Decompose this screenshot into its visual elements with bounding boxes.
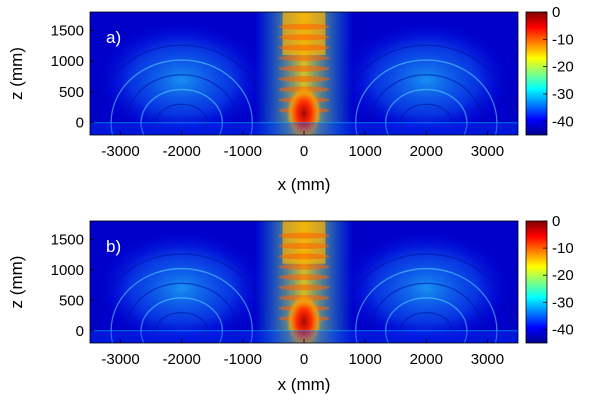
x-axis-label: x (mm) xyxy=(278,375,331,394)
colorbar: 0 -10 -20 -30 -40 xyxy=(525,213,574,344)
y-tick-label: 0 xyxy=(76,323,84,340)
colorbar-tick-label: -20 xyxy=(552,59,574,76)
x-axis-label: x (mm) xyxy=(278,175,331,194)
colorbar-tick-label: -10 xyxy=(552,240,574,257)
y-axis-label: z (mm) xyxy=(7,47,26,100)
panel-b: -3000 -2000 -1000 0 1000 2000 3000 0 500 1000 1500… xyxy=(7,213,574,394)
x-tick-label: 3000 xyxy=(471,351,504,368)
colorbar-tick-label: -20 xyxy=(552,267,574,284)
colorbar-tick-label: 0 xyxy=(552,213,560,230)
x-tick-label: 2000 xyxy=(410,351,443,368)
y-tick-label: 1000 xyxy=(51,53,84,70)
x-tick-label: 3000 xyxy=(471,143,504,160)
x-tick-label: -3000 xyxy=(101,143,139,160)
colorbar: 0 -10 -20 -30 -40 xyxy=(525,4,574,136)
x-tick-label: -1000 xyxy=(224,143,262,160)
x-tick-label: -2000 xyxy=(163,351,201,368)
heatmap-field xyxy=(90,12,518,135)
heatmap-field xyxy=(90,221,518,343)
x-tick-label: 1000 xyxy=(348,143,381,160)
x-tick-label: 1000 xyxy=(348,351,381,368)
x-tick-label: 2000 xyxy=(410,143,443,160)
colorbar-tick-label: -40 xyxy=(552,113,574,130)
y-tick-label: 1000 xyxy=(51,262,84,279)
x-tick-label: -2000 xyxy=(163,143,201,160)
y-tick-label: 1500 xyxy=(51,22,84,39)
y-tick-label: 500 xyxy=(59,84,84,101)
colorbar-tick-label: -30 xyxy=(552,294,574,311)
colorbar-tick-label: -30 xyxy=(552,86,574,103)
panel-a: -3000 -2000 -1000 0 1000 2000 3000 0 500 1000 1500… xyxy=(7,4,574,194)
colorbar-tick-label: -10 xyxy=(552,31,574,48)
panel-label: b) xyxy=(106,237,121,256)
x-tick-label: -3000 xyxy=(101,351,139,368)
x-tick-label: -1000 xyxy=(224,351,262,368)
colorbar-tick-label: 0 xyxy=(552,4,560,21)
y-tick-label: 1500 xyxy=(51,231,84,248)
y-tick-label: 0 xyxy=(76,115,84,132)
panel-label: a) xyxy=(106,28,121,47)
colorbar-tick-label: -40 xyxy=(552,321,574,338)
y-axis-label: z (mm) xyxy=(7,256,26,309)
x-tick-label: 0 xyxy=(300,351,308,368)
y-tick-label: 500 xyxy=(59,292,84,309)
x-tick-label: 0 xyxy=(300,143,308,160)
